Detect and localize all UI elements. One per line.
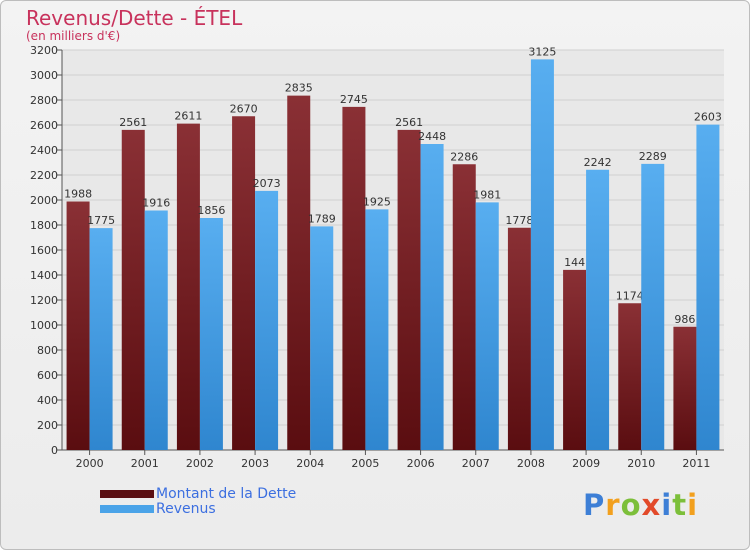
y-tick-label: 1000: [30, 319, 58, 332]
data-label-revenus: 2242: [584, 156, 612, 169]
logo-letter: r: [605, 488, 621, 522]
data-label-dette: 1174: [616, 289, 644, 302]
data-label-revenus: 1981: [473, 188, 501, 201]
x-tick-label: 2003: [241, 457, 269, 470]
y-tick-label: 800: [37, 344, 58, 357]
data-label-revenus: 2073: [253, 177, 281, 190]
legend-item-revenus: Revenus: [100, 500, 296, 517]
bar-dette: [176, 123, 200, 450]
data-label-dette: 2561: [119, 116, 147, 129]
y-tick-label: 2800: [30, 94, 58, 107]
legend-label-revenus: Revenus: [156, 500, 216, 517]
logo-letter: P: [583, 488, 606, 522]
data-label-revenus: 2289: [639, 150, 667, 163]
data-label-dette: 144: [564, 256, 585, 269]
data-label-revenus: 1775: [87, 214, 115, 227]
bar-revenus: [420, 144, 444, 450]
y-tick-label: 1600: [30, 244, 58, 257]
x-tick-label: 2006: [407, 457, 435, 470]
logo-letter: x: [641, 488, 662, 522]
bar-dette: [673, 326, 697, 450]
bar-revenus: [310, 226, 334, 450]
bar-dette: [563, 269, 587, 450]
bar-revenus: [696, 124, 720, 450]
data-label-revenus: 1856: [197, 204, 225, 217]
legend-label-dette: Montant de la Dette: [156, 485, 297, 502]
x-tick-label: 2011: [682, 457, 710, 470]
data-label-revenus: 1789: [308, 212, 336, 225]
bar-revenus: [255, 190, 279, 450]
logo-letter: i: [661, 488, 673, 522]
y-tick-label: 1200: [30, 294, 58, 307]
y-tick-label: 3200: [30, 44, 58, 57]
x-tick-label: 2004: [296, 457, 324, 470]
data-label-dette: 1988: [64, 188, 92, 201]
y-tick-label: 0: [51, 444, 58, 457]
data-label-revenus: 2603: [694, 111, 722, 124]
logo-letter: i: [687, 488, 699, 522]
data-label-revenus: 1916: [142, 197, 170, 210]
x-tick-label: 2001: [131, 457, 159, 470]
bar-revenus: [89, 228, 113, 450]
logo-letter: t: [672, 488, 688, 522]
bar-revenus: [144, 210, 168, 450]
y-tick-label: 3000: [30, 69, 58, 82]
data-label-dette: 986: [674, 313, 695, 326]
bar-dette: [342, 106, 366, 450]
legend-item-dette: Montant de la Dette: [100, 485, 297, 502]
bar-dette: [232, 116, 256, 450]
y-tick-label: 200: [37, 419, 58, 432]
data-label-dette: 1778: [505, 214, 533, 227]
legend: Montant de la Dette Revenus: [100, 485, 297, 517]
y-tick-label: 1400: [30, 269, 58, 282]
proxiti-logo: Proxiti: [583, 488, 698, 522]
data-label-revenus: 2448: [418, 130, 446, 143]
logo-letter: o: [620, 488, 642, 522]
bar-dette: [618, 303, 642, 450]
bar-dette: [452, 164, 476, 450]
bar-revenus: [586, 169, 610, 450]
bar-revenus: [641, 163, 665, 450]
x-tick-label: 2009: [572, 457, 600, 470]
data-label-dette: 2670: [230, 102, 258, 115]
bar-dette: [507, 227, 531, 450]
bar-revenus: [530, 59, 554, 450]
y-tick-label: 400: [37, 394, 58, 407]
bar-revenus: [475, 202, 499, 450]
data-label-revenus: 3125: [528, 45, 556, 58]
y-tick-label: 2400: [30, 144, 58, 157]
legend-swatch-revenus: [100, 504, 154, 513]
y-tick-label: 2600: [30, 119, 58, 132]
y-tick-label: 2200: [30, 169, 58, 182]
bar-dette: [287, 95, 311, 450]
x-tick-label: 2002: [186, 457, 214, 470]
bar-dette: [66, 201, 90, 450]
bar-dette: [397, 129, 421, 450]
bar-revenus: [365, 209, 389, 450]
data-label-dette: 2561: [395, 116, 423, 129]
data-label-revenus: 1925: [363, 195, 391, 208]
x-tick-label: 2000: [76, 457, 104, 470]
data-label-dette: 2286: [450, 150, 478, 163]
data-label-dette: 2745: [340, 93, 368, 106]
y-tick-label: 1800: [30, 219, 58, 232]
legend-swatch-dette: [100, 489, 154, 498]
y-tick-label: 600: [37, 369, 58, 382]
x-tick-label: 2010: [627, 457, 655, 470]
bar-revenus: [199, 218, 223, 450]
chart-subtitle: (en milliers d'€): [26, 29, 121, 43]
y-tick-label: 2000: [30, 194, 58, 207]
bar-dette: [121, 129, 145, 450]
x-tick-label: 2005: [351, 457, 379, 470]
data-label-dette: 2611: [174, 110, 202, 123]
x-tick-label: 2007: [462, 457, 490, 470]
data-label-dette: 2835: [285, 82, 313, 95]
x-tick-label: 2008: [517, 457, 545, 470]
chart-title: Revenus/Dette - ÉTEL: [26, 6, 243, 30]
